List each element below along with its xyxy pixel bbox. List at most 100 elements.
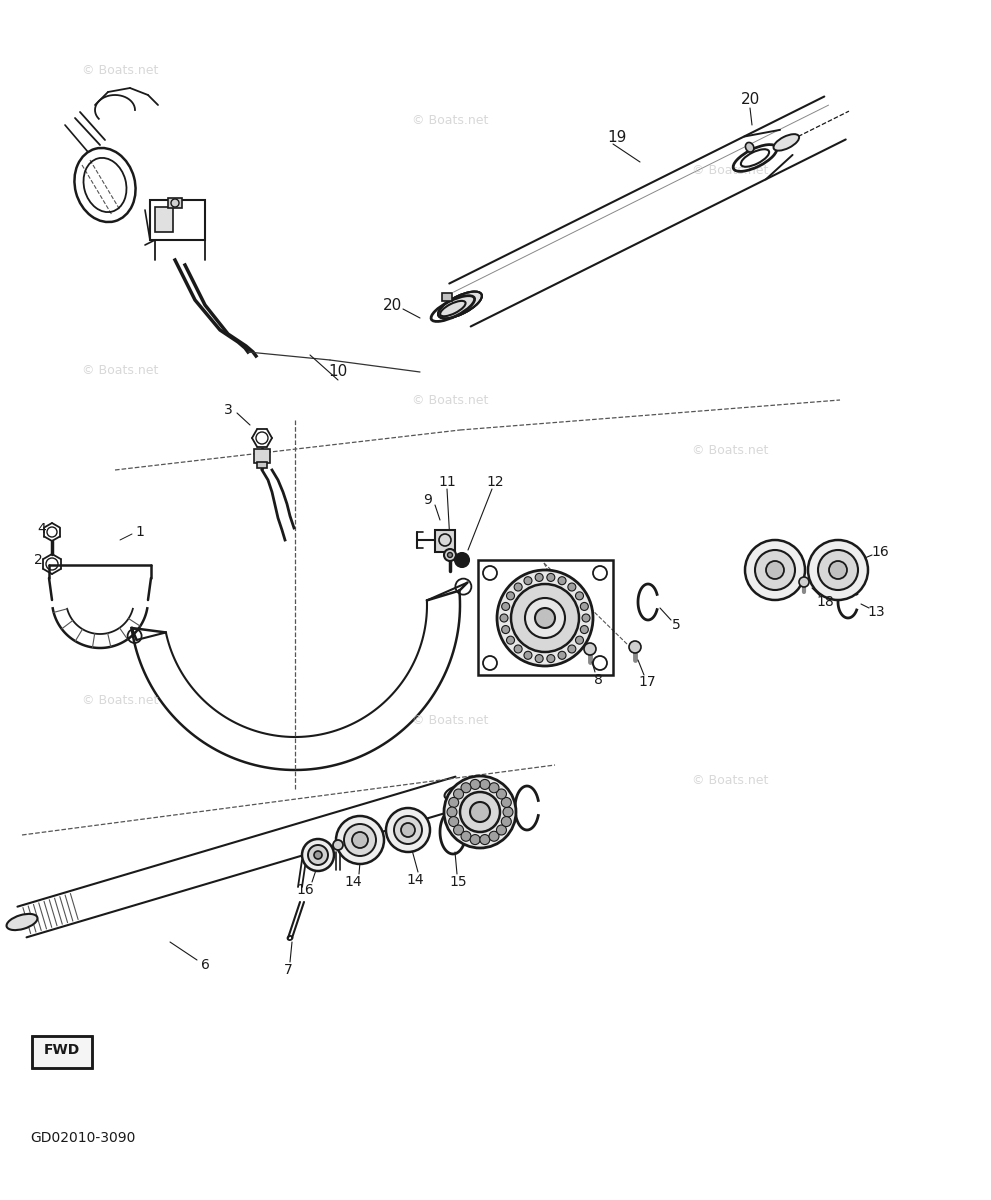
Text: © Boats.net: © Boats.net	[692, 444, 768, 456]
Circle shape	[514, 644, 522, 653]
Circle shape	[581, 602, 589, 611]
Bar	[478, 560, 613, 674]
Ellipse shape	[445, 784, 476, 800]
Text: 3: 3	[224, 403, 232, 416]
Text: 19: 19	[607, 131, 626, 145]
Circle shape	[581, 625, 589, 634]
Bar	[257, 462, 267, 468]
Circle shape	[524, 577, 532, 584]
Circle shape	[808, 540, 868, 600]
Text: 13: 13	[867, 605, 885, 619]
Circle shape	[501, 602, 509, 611]
Ellipse shape	[774, 134, 799, 151]
Circle shape	[496, 790, 506, 799]
Circle shape	[489, 832, 499, 841]
Circle shape	[829, 560, 847, 578]
Circle shape	[568, 644, 576, 653]
Text: 10: 10	[328, 365, 348, 379]
Circle shape	[514, 583, 522, 592]
Circle shape	[535, 654, 543, 662]
Circle shape	[333, 840, 343, 850]
Circle shape	[344, 824, 376, 856]
Circle shape	[470, 834, 480, 845]
Circle shape	[535, 608, 555, 628]
Text: 14: 14	[406, 874, 424, 887]
Text: 9: 9	[423, 493, 432, 506]
Circle shape	[547, 654, 555, 662]
Ellipse shape	[745, 143, 754, 152]
Text: 1: 1	[136, 526, 145, 539]
Text: © Boats.net: © Boats.net	[412, 714, 489, 726]
Circle shape	[547, 574, 555, 582]
Text: 2: 2	[34, 553, 43, 566]
Text: © Boats.net: © Boats.net	[82, 364, 159, 377]
Text: 12: 12	[487, 475, 503, 490]
Circle shape	[525, 598, 565, 638]
Circle shape	[576, 636, 584, 644]
Circle shape	[386, 808, 430, 852]
Circle shape	[745, 540, 805, 600]
Text: © Boats.net: © Boats.net	[82, 64, 159, 77]
Text: 11: 11	[438, 475, 456, 490]
Circle shape	[448, 552, 453, 558]
Text: 4: 4	[38, 522, 47, 536]
Circle shape	[461, 832, 471, 841]
Bar	[168, 198, 182, 208]
Circle shape	[766, 560, 784, 578]
Circle shape	[799, 577, 809, 587]
Circle shape	[470, 802, 490, 822]
Text: 7: 7	[283, 962, 292, 977]
Text: 17: 17	[638, 674, 656, 689]
Text: 18: 18	[817, 595, 833, 608]
Bar	[435, 530, 455, 552]
Circle shape	[302, 839, 334, 871]
Bar	[150, 200, 205, 240]
Text: © Boats.net: © Boats.net	[692, 774, 768, 786]
Circle shape	[454, 824, 464, 835]
Circle shape	[401, 823, 415, 838]
Text: 6: 6	[200, 958, 209, 972]
Bar	[442, 293, 452, 301]
Circle shape	[352, 832, 368, 848]
Circle shape	[454, 790, 464, 799]
Circle shape	[308, 845, 328, 865]
Text: 20: 20	[740, 92, 760, 108]
Circle shape	[444, 550, 456, 560]
Circle shape	[500, 614, 508, 622]
Circle shape	[501, 625, 509, 634]
Circle shape	[584, 643, 596, 655]
Circle shape	[568, 583, 576, 592]
Text: © Boats.net: © Boats.net	[412, 114, 489, 126]
Circle shape	[489, 782, 499, 793]
Circle shape	[511, 584, 579, 652]
Text: 16: 16	[296, 883, 314, 898]
Circle shape	[582, 614, 590, 622]
Text: © Boats.net: © Boats.net	[82, 694, 159, 707]
Circle shape	[576, 592, 584, 600]
Text: © Boats.net: © Boats.net	[412, 394, 489, 407]
Circle shape	[444, 776, 516, 848]
Circle shape	[524, 652, 532, 659]
Circle shape	[558, 652, 566, 659]
Circle shape	[480, 834, 490, 845]
Ellipse shape	[7, 914, 38, 930]
Circle shape	[449, 798, 459, 808]
Circle shape	[497, 570, 593, 666]
Circle shape	[470, 780, 480, 790]
Circle shape	[336, 816, 384, 864]
Circle shape	[496, 824, 506, 835]
Circle shape	[460, 792, 500, 832]
Circle shape	[755, 550, 795, 590]
Bar	[155, 206, 173, 232]
Circle shape	[461, 782, 471, 793]
Circle shape	[818, 550, 858, 590]
Text: 16: 16	[871, 545, 889, 559]
Circle shape	[480, 780, 490, 790]
Text: 8: 8	[594, 673, 603, 686]
Text: 5: 5	[672, 618, 681, 632]
Circle shape	[501, 798, 511, 808]
Bar	[32, 1036, 92, 1068]
Text: FWD: FWD	[44, 1043, 80, 1057]
Circle shape	[394, 816, 422, 844]
Circle shape	[558, 577, 566, 584]
